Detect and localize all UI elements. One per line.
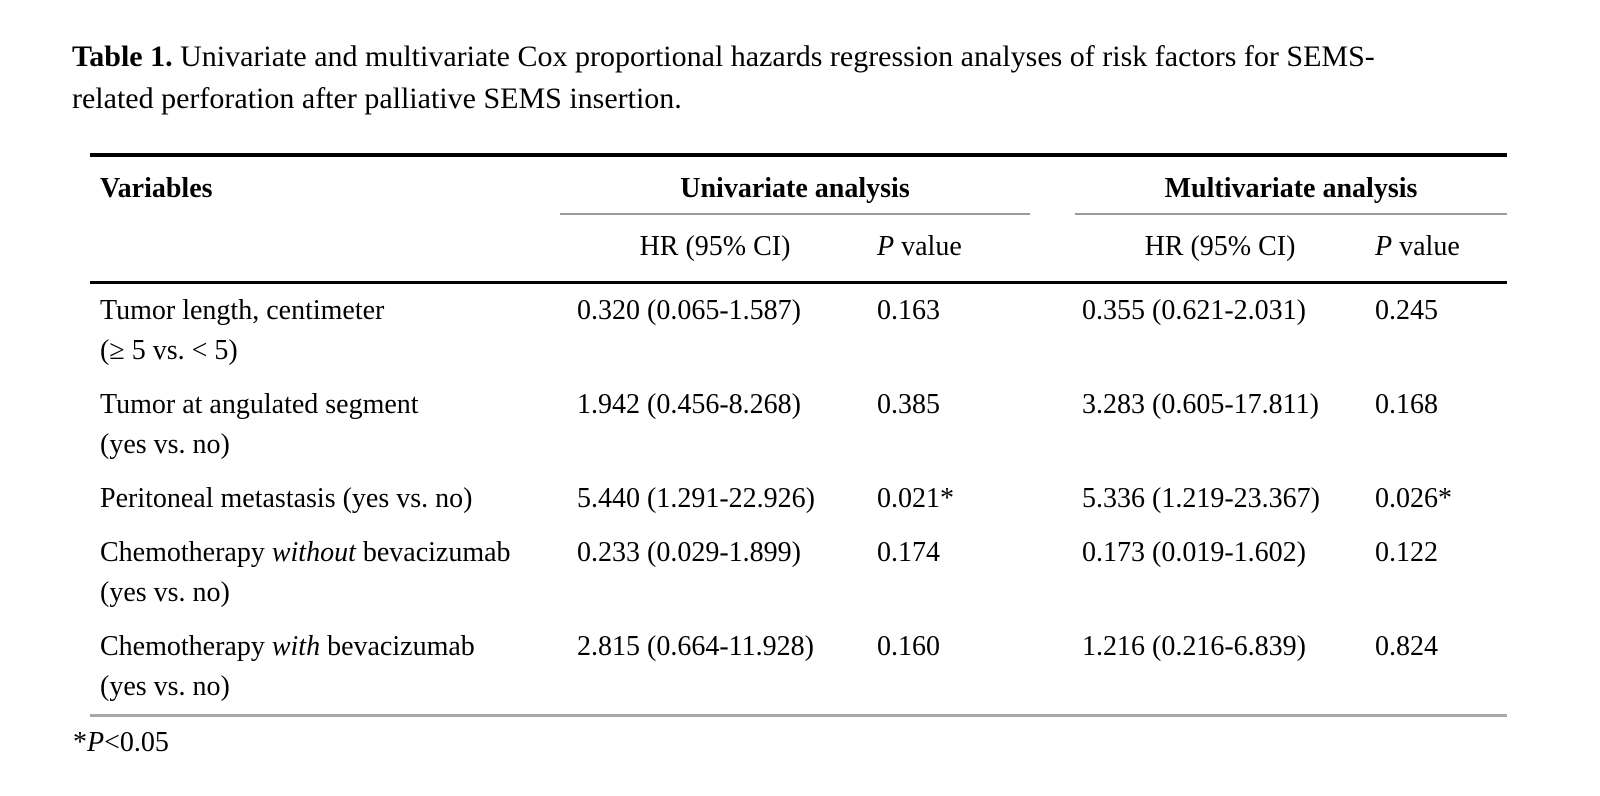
variable-line2: (yes vs. no) [100, 577, 230, 608]
table-row: Chemotherapy without bevacizumab (yes vs.… [90, 526, 1507, 620]
group-header-multivariate: Multivariate analysis [1075, 155, 1508, 215]
column-header-multivariate-hr: HR (95% CI) [1144, 231, 1296, 262]
table-caption-label: Table 1. [72, 40, 173, 73]
column-header-univariate-p: P value [877, 231, 962, 262]
p-italic: P [877, 231, 895, 262]
cell-gap [1030, 526, 1075, 620]
cell-variable: Tumor at angulated segment (yes vs. no) [90, 378, 560, 472]
cell-gap [1030, 620, 1075, 717]
cell-multivariate-hr: 0.173 (0.019-1.602) [1082, 537, 1306, 568]
cell-multivariate-p: 0.168 [1375, 389, 1438, 420]
table-caption-text: Univariate and multivariate Cox proporti… [72, 40, 1375, 115]
document-page: Table 1. Univariate and multivariate Cox… [0, 36, 1600, 796]
cell-gap [1030, 378, 1075, 472]
table-footnote: *P<0.05 [73, 723, 1600, 763]
cell-variable: Peritoneal metastasis (yes vs. no) [100, 483, 473, 514]
footnote-threshold: <0.05 [104, 727, 169, 758]
cell-multivariate-p: 0.245 [1365, 281, 1508, 378]
cell-variable: Chemotherapy without bevacizumab (yes vs.… [90, 526, 560, 620]
sub-header-row: HR (95% CI) P value HR (95% CI) P value [90, 214, 1507, 283]
table-row: Chemotherapy with bevacizumab (yes vs. no… [90, 620, 1508, 717]
cell-univariate-p: 0.174 [877, 537, 940, 568]
footnote-star: * [73, 727, 87, 758]
column-gap [1030, 155, 1075, 283]
cell-univariate-hr: 0.320 (0.065-1.587) [560, 281, 870, 378]
table-caption: Table 1. Univariate and multivariate Cox… [72, 36, 1392, 120]
cell-gap [1030, 472, 1075, 526]
cell-univariate-hr: 5.440 (1.291-22.926) [577, 483, 815, 514]
cell-univariate-hr: 1.942 (0.456-8.268) [577, 389, 801, 420]
cell-variable: Tumor length, centimeter (≥ 5 vs. < 5) [90, 281, 560, 378]
cell-univariate-p: 0.385 [877, 389, 940, 420]
table-header: Variables Univariate analysis Multivaria… [90, 155, 1508, 283]
table-row: Tumor at angulated segment (yes vs. no) 1… [90, 378, 1507, 472]
cell-univariate-p: 0.160 [870, 620, 1030, 717]
cell-multivariate-p: 0.026* [1375, 483, 1452, 514]
footnote-p-italic: P [87, 727, 105, 758]
column-header-variables: Variables [100, 173, 213, 204]
cell-gap [1030, 281, 1075, 378]
cell-multivariate-hr: 1.216 (0.216-6.839) [1075, 620, 1365, 717]
variable-line2: (yes vs. no) [100, 671, 230, 702]
variable-line2: (≥ 5 vs. < 5) [100, 335, 238, 366]
cell-univariate-p: 0.021* [877, 483, 954, 514]
cell-multivariate-hr: 5.336 (1.219-23.367) [1082, 483, 1320, 514]
group-header-row: Variables Univariate analysis Multivaria… [90, 155, 1508, 215]
cell-multivariate-hr: 0.355 (0.621-2.031) [1075, 281, 1365, 378]
cox-regression-table: Variables Univariate analysis Multivaria… [90, 153, 1508, 717]
cell-multivariate-p: 0.122 [1375, 537, 1438, 568]
column-header-multivariate-p: P value [1375, 231, 1460, 262]
cell-multivariate-hr: 3.283 (0.605-17.811) [1082, 389, 1319, 420]
column-header-univariate-hr: HR (95% CI) [639, 231, 791, 262]
cell-multivariate-p: 0.824 [1365, 620, 1508, 717]
variable-line2: (yes vs. no) [100, 429, 230, 460]
cell-univariate-hr: 0.233 (0.029-1.899) [577, 537, 801, 568]
table-body: Tumor length, centimeter (≥ 5 vs. < 5) 0.… [90, 281, 1508, 717]
table-row: Tumor length, centimeter (≥ 5 vs. < 5) 0.… [90, 281, 1508, 378]
cell-univariate-p: 0.163 [870, 281, 1030, 378]
p-italic: P [1375, 231, 1393, 262]
cell-variable: Chemotherapy with bevacizumab (yes vs. no… [90, 620, 560, 717]
table-row: Peritoneal metastasis (yes vs. no) 5.440… [90, 472, 1507, 526]
group-header-univariate: Univariate analysis [560, 155, 1030, 215]
cell-univariate-hr: 2.815 (0.664-11.928) [560, 620, 870, 717]
